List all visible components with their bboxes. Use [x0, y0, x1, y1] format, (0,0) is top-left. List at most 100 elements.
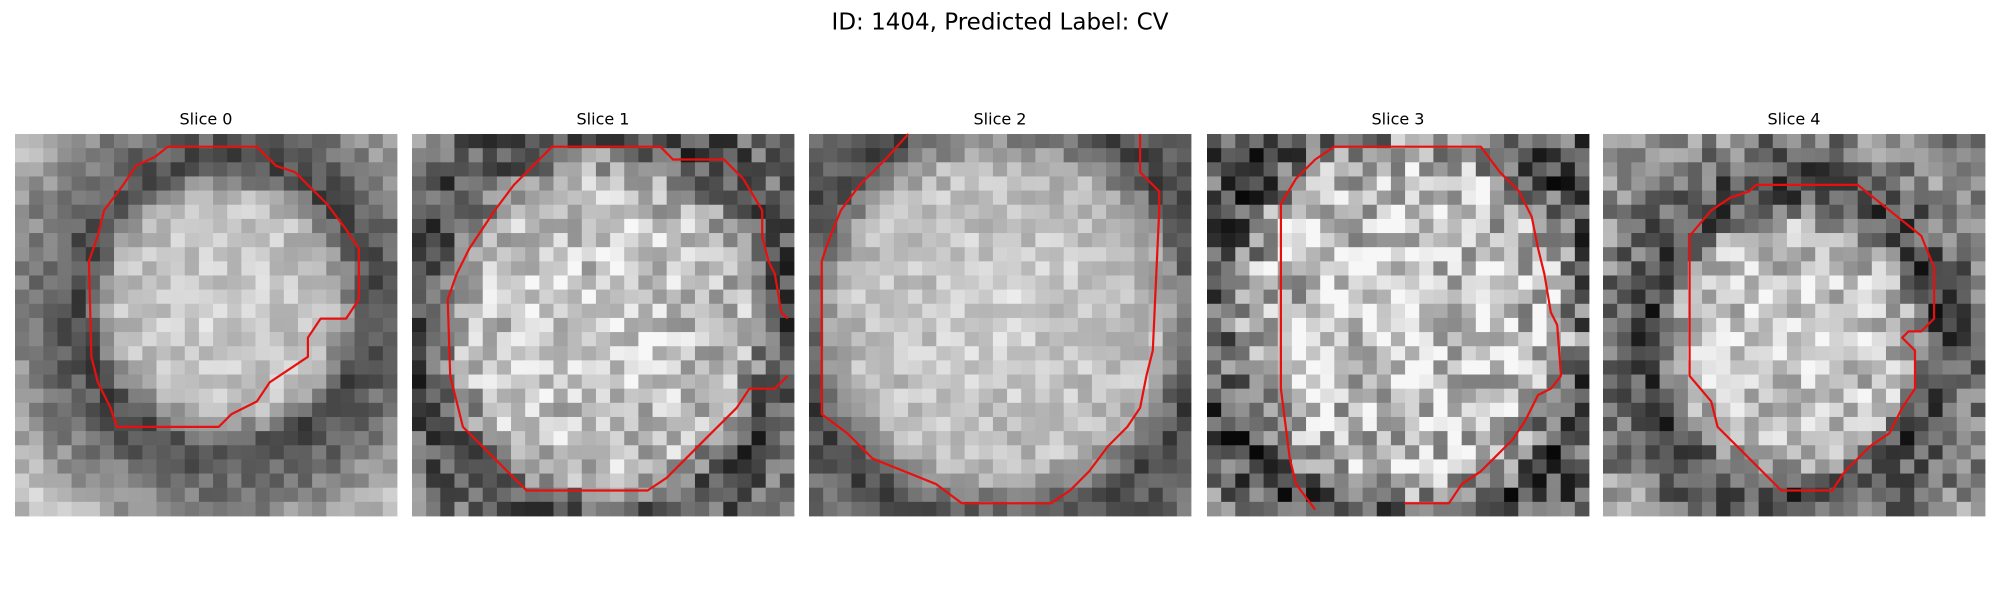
pixel	[1942, 247, 1958, 262]
pixel	[1546, 360, 1562, 375]
pixel	[85, 501, 101, 517]
pixel	[1801, 303, 1816, 319]
pixel	[1942, 431, 1958, 446]
pixel	[1235, 445, 1250, 460]
pixel	[1716, 374, 1731, 390]
pixel	[382, 431, 398, 446]
pixel	[496, 148, 512, 163]
pixel	[1077, 346, 1093, 361]
pixel	[1362, 218, 1378, 234]
pixel	[198, 218, 214, 234]
pixel	[680, 303, 696, 319]
pixel	[382, 416, 398, 432]
pixel	[1772, 402, 1788, 418]
pixel	[638, 303, 653, 319]
pixel	[1772, 261, 1788, 276]
pixel	[823, 317, 838, 333]
pixel	[964, 148, 980, 163]
pixel	[1772, 162, 1788, 177]
pixel	[184, 233, 200, 248]
pixel	[1106, 332, 1121, 347]
pixel	[1091, 416, 1107, 432]
pixel	[1077, 332, 1093, 347]
pixel	[312, 148, 327, 163]
pixel	[269, 134, 285, 149]
pixel	[1475, 289, 1491, 305]
pixel	[1049, 374, 1065, 390]
pixel	[1617, 332, 1632, 347]
pixel	[1475, 275, 1491, 291]
pixel	[440, 247, 455, 262]
pixel	[1574, 317, 1590, 333]
pixel	[1603, 473, 1618, 489]
pixel	[440, 487, 455, 503]
pixel	[99, 233, 115, 248]
pixel	[823, 332, 838, 347]
pixel	[638, 134, 653, 149]
pixel	[1320, 148, 1335, 163]
pixel	[809, 431, 824, 446]
pixel	[297, 275, 313, 291]
pixel	[922, 190, 937, 206]
pixel	[581, 275, 597, 291]
pixel	[1617, 388, 1632, 404]
pixel	[85, 431, 101, 446]
pixel	[426, 431, 441, 446]
pixel	[652, 317, 668, 333]
pixel	[1956, 416, 1972, 432]
pixel	[1106, 261, 1121, 276]
pixel	[412, 233, 427, 248]
figure-title: ID: 1404, Predicted Label: CV	[832, 10, 1169, 36]
pixel	[737, 332, 752, 347]
pixel	[511, 204, 526, 220]
pixel	[1786, 275, 1802, 291]
pixel	[751, 261, 767, 276]
pixel	[1021, 162, 1036, 177]
pixel	[1546, 275, 1562, 291]
pixel	[1631, 317, 1646, 333]
pixel	[326, 317, 341, 333]
pixel	[1603, 204, 1618, 220]
pixel	[694, 190, 710, 206]
pixel	[1631, 261, 1646, 276]
pixel	[652, 190, 668, 206]
pixel	[1914, 247, 1929, 262]
pixel	[1829, 317, 1844, 333]
pixel	[354, 162, 370, 177]
pixel	[1120, 459, 1135, 474]
pixel	[1560, 388, 1576, 404]
pixel	[1673, 416, 1689, 432]
pixel	[1942, 261, 1958, 276]
pixel	[610, 148, 625, 163]
pixel	[1320, 218, 1335, 234]
pixel	[765, 416, 781, 432]
pixel	[1134, 261, 1149, 276]
pixel	[1942, 445, 1958, 460]
pixel	[255, 233, 271, 248]
pixel	[1475, 134, 1491, 149]
pixel	[1461, 162, 1477, 177]
pixel	[1021, 445, 1036, 460]
pixel	[1702, 190, 1717, 206]
pixel	[1376, 388, 1392, 404]
pixel	[624, 275, 639, 291]
pixel	[1730, 233, 1745, 248]
pixel	[1744, 501, 1760, 517]
pixel	[1871, 332, 1887, 347]
pixel	[1617, 134, 1632, 149]
pixel	[1914, 148, 1929, 163]
pixel	[312, 289, 327, 305]
pixel	[1221, 148, 1236, 163]
pixel	[1914, 289, 1929, 305]
pixel	[156, 374, 172, 390]
pixel	[809, 247, 824, 262]
pixel	[156, 445, 172, 460]
pixel	[412, 487, 427, 503]
pixel	[511, 162, 526, 177]
pixel	[922, 416, 937, 432]
pixel	[1956, 473, 1972, 489]
pixel	[170, 261, 186, 276]
pixel	[128, 416, 143, 432]
pixel	[1376, 431, 1392, 446]
pixel	[525, 247, 540, 262]
